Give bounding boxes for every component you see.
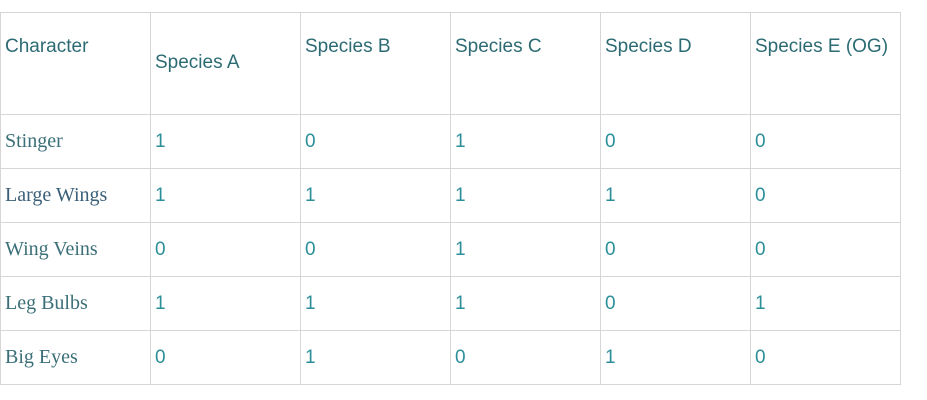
- table-cell: 1: [450, 222, 601, 277]
- header-species-c: Species C: [450, 12, 601, 115]
- table-cell: 1: [150, 114, 301, 169]
- table-cell: 1: [300, 330, 451, 385]
- table-cell: 0: [600, 276, 751, 331]
- table-cell: 1: [450, 168, 601, 223]
- header-species-a: Species A: [150, 12, 301, 115]
- character-name: Big Eyes: [0, 330, 151, 385]
- table-cell: 0: [300, 222, 451, 277]
- table-row: Large Wings 1 1 1 1 0: [0, 168, 901, 223]
- header-species-e: Species E (OG): [750, 12, 901, 115]
- table-cell: 1: [300, 168, 451, 223]
- header-character: Character: [0, 12, 151, 115]
- table-cell: 0: [450, 330, 601, 385]
- table-cell: 1: [600, 168, 751, 223]
- table-cell: 0: [750, 222, 901, 277]
- table-cell: 0: [750, 168, 901, 223]
- table-cell: 1: [600, 330, 751, 385]
- table-row: Wing Veins 0 0 1 0 0: [0, 222, 901, 277]
- header-species-d: Species D: [600, 12, 751, 115]
- table-header-row: Character Species A Species B Species C …: [0, 12, 901, 115]
- table-row: Big Eyes 0 1 0 1 0: [0, 330, 901, 385]
- character-matrix-table-wrapper: Character Species A Species B Species C …: [0, 12, 901, 385]
- table-cell: 0: [150, 330, 301, 385]
- table-cell: 0: [750, 330, 901, 385]
- character-name: Large Wings: [0, 168, 151, 223]
- table-cell: 0: [150, 222, 301, 277]
- table-cell: 0: [750, 114, 901, 169]
- character-name: Leg Bulbs: [0, 276, 151, 331]
- table-row: Stinger 1 0 1 0 0: [0, 114, 901, 169]
- character-name: Stinger: [0, 114, 151, 169]
- header-species-b: Species B: [300, 12, 451, 115]
- table-cell: 1: [300, 276, 451, 331]
- table-cell: 1: [150, 276, 301, 331]
- character-name: Wing Veins: [0, 222, 151, 277]
- table-cell: 1: [450, 276, 601, 331]
- table-row: Leg Bulbs 1 1 1 0 1: [0, 276, 901, 331]
- table-cell: 1: [750, 276, 901, 331]
- table-cell: 0: [600, 114, 751, 169]
- table-cell: 0: [600, 222, 751, 277]
- table-cell: 1: [450, 114, 601, 169]
- table-cell: 1: [150, 168, 301, 223]
- table-cell: 0: [300, 114, 451, 169]
- character-matrix-table: Character Species A Species B Species C …: [0, 12, 901, 385]
